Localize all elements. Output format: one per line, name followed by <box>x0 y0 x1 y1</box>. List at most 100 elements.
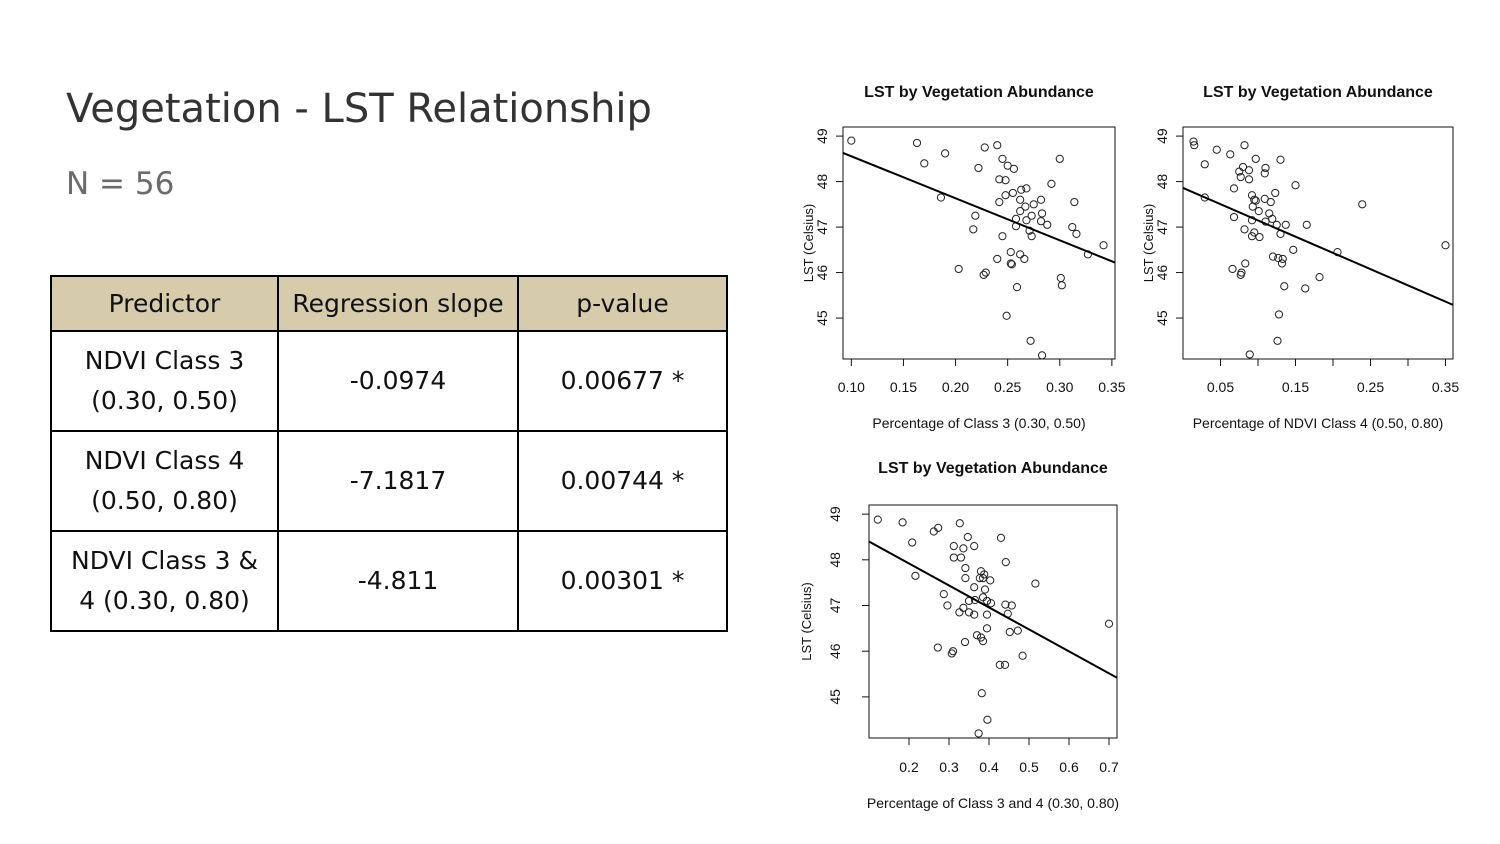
data-point <box>1245 350 1254 359</box>
plot-frame <box>842 126 1116 360</box>
data-point <box>977 689 986 698</box>
data-point <box>995 175 1004 184</box>
table-row: NDVI Class 3 (0.30, 0.50) -0.0974 0.0067… <box>50 330 728 432</box>
data-point <box>982 624 992 633</box>
data-point <box>955 519 964 528</box>
data-point <box>995 660 1004 670</box>
x-tick-label: 0.20 <box>942 379 969 395</box>
header-p-value: p-value <box>517 275 728 332</box>
data-point <box>963 532 972 542</box>
data-point <box>1229 184 1239 193</box>
plot-frame <box>868 504 1118 739</box>
chart-title: LST by Vegetation Abundance <box>1203 84 1433 101</box>
data-point <box>1266 197 1275 207</box>
x-tick-label: 0.25 <box>994 379 1021 395</box>
p-value-cell: 0.00744 * <box>517 430 728 532</box>
data-point <box>1008 188 1017 198</box>
slope-cell: -7.1817 <box>277 430 519 532</box>
data-point <box>1241 259 1250 268</box>
data-point <box>974 163 983 173</box>
header-slope: Regression slope <box>277 275 519 332</box>
header-predictor: Predictor <box>50 275 279 332</box>
data-point <box>1000 660 1010 670</box>
data-point <box>1236 270 1245 279</box>
data-point <box>1017 185 1026 194</box>
data-point <box>939 589 948 599</box>
data-point <box>1007 260 1016 269</box>
data-point <box>943 601 952 610</box>
data-point <box>934 523 943 532</box>
predictor-cell: NDVI Class 3 (0.30, 0.50) <box>50 330 279 432</box>
y-tick-label: 45 <box>827 689 843 705</box>
predictor-cell: NDVI Class 4 (0.50, 0.80) <box>50 430 279 532</box>
y-tick-label: 48 <box>1154 174 1170 190</box>
data-point <box>1289 245 1298 254</box>
y-tick-label: 47 <box>827 598 843 614</box>
data-point <box>1265 209 1274 218</box>
x-tick-label: 0.7 <box>1099 759 1119 775</box>
data-point <box>1036 217 1046 226</box>
data-point <box>1005 627 1014 637</box>
data-point <box>1018 651 1027 660</box>
x-tick-label: 0.15 <box>890 379 917 395</box>
data-point <box>908 538 917 547</box>
x-tick-label: 0.05 <box>1207 379 1234 395</box>
y-axis-label: LST (Celsius) <box>801 204 816 283</box>
y-axis-label: LST (Celsius) <box>799 582 814 661</box>
data-point <box>1268 214 1277 223</box>
data-point <box>954 264 963 274</box>
data-point <box>933 643 942 652</box>
data-point <box>1255 232 1264 242</box>
x-tick-label: 0.25 <box>1357 379 1384 395</box>
data-point <box>959 544 968 553</box>
data-point <box>1261 163 1270 173</box>
data-point <box>941 149 950 158</box>
data-point <box>847 136 856 145</box>
data-point <box>980 143 989 152</box>
plot-frame <box>1182 126 1454 360</box>
x-tick-label: 0.3 <box>939 759 959 775</box>
data-point <box>1056 273 1065 283</box>
data-point <box>1248 202 1257 211</box>
data-point <box>1021 202 1030 211</box>
slide-title: Vegetation - LST Relationship <box>66 86 652 132</box>
p-value-cell: 0.00677 * <box>517 330 728 432</box>
y-tick-label: 45 <box>814 310 830 326</box>
regression-line <box>1182 187 1454 306</box>
data-point <box>961 573 970 583</box>
data-point <box>912 138 922 148</box>
data-point <box>993 141 1002 150</box>
data-point <box>1189 137 1198 146</box>
data-point <box>956 553 966 562</box>
data-point <box>1254 207 1263 216</box>
data-point <box>1235 167 1244 176</box>
data-point <box>949 553 958 562</box>
data-point <box>1027 211 1036 220</box>
data-point <box>1013 626 1022 635</box>
data-point <box>1020 254 1029 264</box>
data-point <box>981 268 990 277</box>
data-point <box>1236 172 1245 182</box>
x-tick-label: 0.30 <box>1046 379 1073 395</box>
y-tick-label: 46 <box>814 265 830 281</box>
data-point <box>1016 195 1025 204</box>
data-point <box>1037 351 1047 360</box>
data-point <box>1276 155 1285 164</box>
data-point <box>1068 222 1077 232</box>
p-value-cell: 0.00301 * <box>517 530 728 632</box>
data-point <box>1057 281 1066 290</box>
data-point <box>1441 241 1450 250</box>
x-tick-label: 0.6 <box>1059 759 1079 775</box>
chart-svg: LST by Vegetation Abundance 0.10 0.15 0.20 0… <box>801 84 1126 431</box>
x-tick-label: 0.35 <box>1098 379 1125 395</box>
data-point <box>1251 154 1260 163</box>
data-point <box>978 573 988 583</box>
data-point <box>1001 191 1010 200</box>
data-point <box>993 254 1002 264</box>
predictor-line: NDVI Class 3 & <box>71 546 258 575</box>
chart-title: LST by Vegetation Abundance <box>878 460 1108 477</box>
data-point <box>1271 188 1280 198</box>
data-point <box>1002 311 1011 320</box>
data-point <box>1022 216 1031 225</box>
x-tick-label: 0.35 <box>1432 379 1459 395</box>
